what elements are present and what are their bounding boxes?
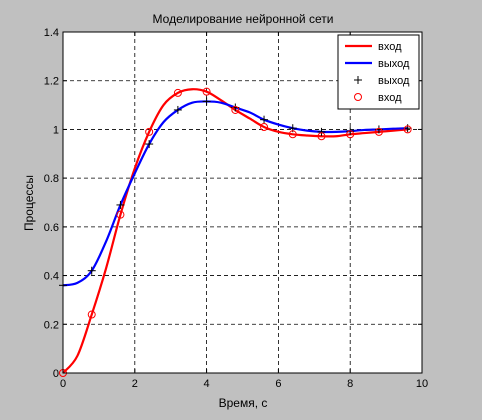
y-tick-label: 0.4 (44, 271, 59, 283)
data-point-circle (145, 127, 154, 136)
data-point-plus (116, 200, 125, 209)
legend-label: вход (378, 92, 402, 104)
legend-swatch (354, 93, 362, 101)
y-axis-label: Процессы (22, 175, 36, 231)
ticks: 0 2 4 6 8 10 0 0.2 0.4 0.6 0.8 1 1.2 1.4 (44, 27, 428, 390)
y-tick-label: 0 (53, 368, 59, 380)
legend-entry: выход (345, 58, 410, 70)
x-tick-label: 6 (275, 378, 281, 390)
x-tick-label: 4 (204, 378, 210, 390)
chart-title: Моделирование нейронной сети (153, 12, 334, 26)
grid (63, 32, 422, 373)
y-tick-label: 0.8 (44, 173, 59, 185)
y-tick-label: 1 (53, 124, 59, 136)
data-point-circle (231, 105, 240, 114)
y-tick-label: 0.2 (44, 319, 59, 331)
x-tick-label: 0 (60, 378, 66, 390)
series-3 (59, 87, 412, 377)
data-point-plus (87, 266, 96, 275)
data-point-circle (317, 132, 326, 141)
data-point-circle (87, 310, 96, 319)
legend-swatch (354, 76, 362, 84)
legend-label: вход (378, 41, 402, 53)
data-point-circle (116, 210, 125, 219)
legend-label: выход (378, 75, 410, 87)
data-point-circle (374, 127, 383, 136)
x-tick-label: 8 (347, 378, 353, 390)
x-tick-label: 10 (416, 378, 428, 390)
data-point-circle (346, 130, 355, 139)
data-point-circle (260, 122, 269, 131)
legend-box (337, 34, 420, 110)
legend-entry: выход (354, 75, 410, 87)
data-point-plus (202, 97, 211, 106)
plot-frame (62, 31, 423, 374)
data-point-plus (173, 105, 182, 114)
data-point-circle (403, 125, 412, 134)
data-point-circle (173, 88, 182, 97)
legend: вход выход выход вход (337, 34, 420, 110)
series-group (59, 87, 412, 377)
data-point-plus (145, 140, 154, 149)
x-tick-label: 2 (132, 378, 138, 390)
y-tick-label: 0.6 (44, 222, 59, 234)
legend-entry: вход (345, 41, 402, 53)
data-point-plus (317, 127, 326, 136)
legend-entry: вход (354, 92, 402, 104)
data-point-plus (260, 115, 269, 124)
data-point-circle (288, 130, 297, 139)
x-axis-label: Время, с (219, 396, 268, 410)
y-tick-label: 1.2 (44, 76, 59, 88)
y-tick-label: 1.4 (44, 27, 59, 39)
legend-label: выход (378, 58, 410, 70)
data-point-circle (202, 87, 211, 96)
